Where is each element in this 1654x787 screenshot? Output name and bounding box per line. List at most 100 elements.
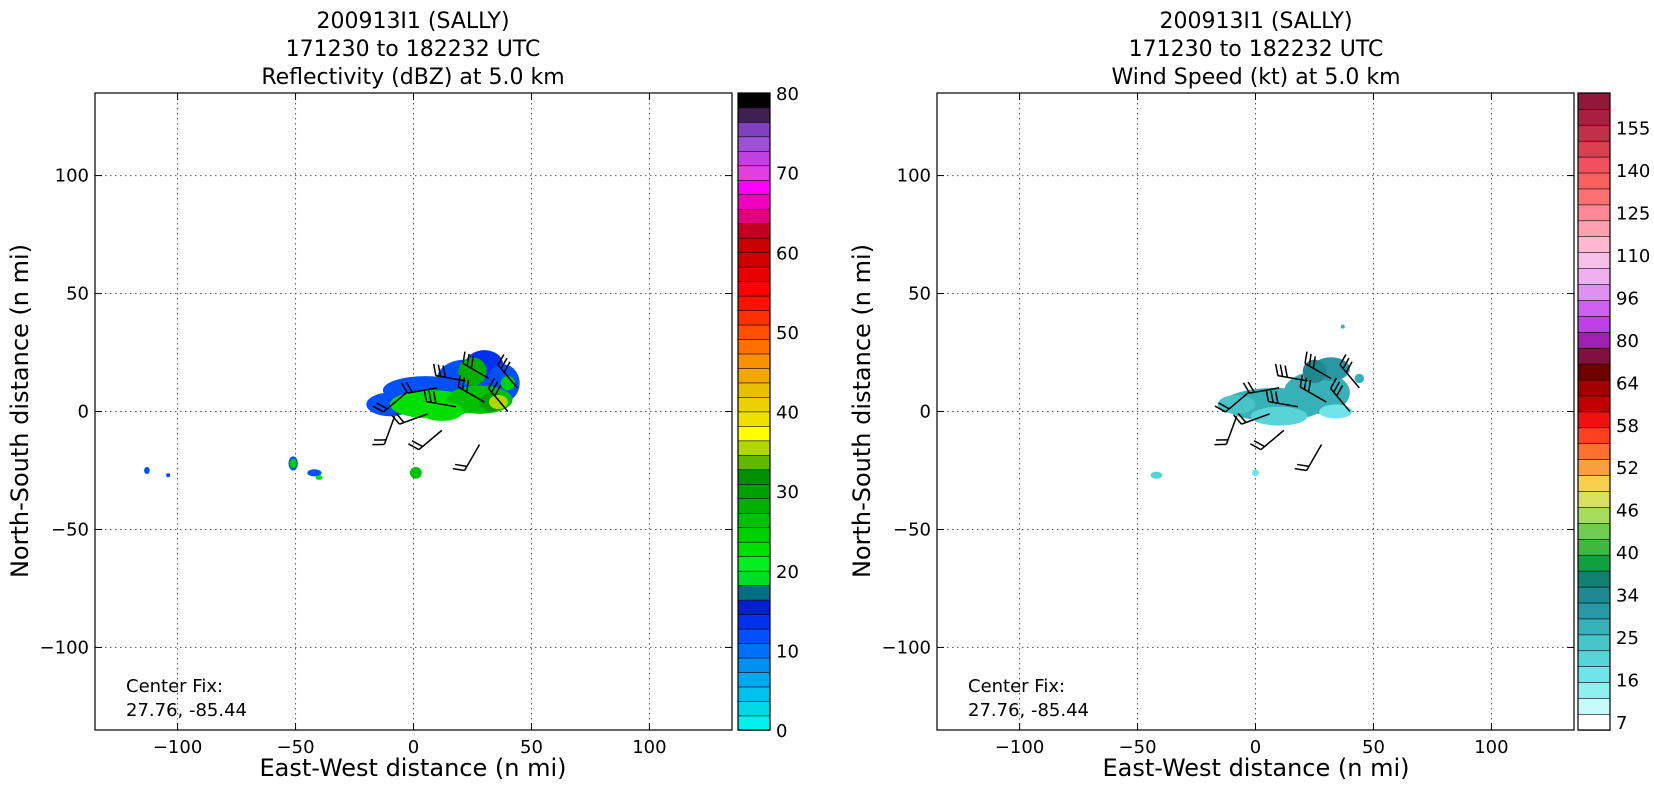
barb-shaft [1241,413,1270,425]
colorbar-tick-label: 110 [1616,246,1650,267]
barb-feather [442,365,447,378]
barb-feather [503,361,511,373]
barb-shaft [1299,386,1327,403]
colorbar-swatch [737,657,771,673]
x-tick-label: −100 [153,737,202,758]
colorbar-tick-label: 60 [776,243,799,264]
barb-shaft [1268,400,1299,408]
x-tick-label: 100 [632,737,666,758]
barb-feather [1303,377,1308,390]
colorbar-tick-label: 10 [776,641,799,662]
barb-shaft [1330,388,1351,412]
colorbar-swatch [1577,156,1611,174]
colorbar-swatch [1577,124,1611,142]
barb-feather [500,357,508,369]
barb-feather [391,414,401,425]
echo-region [289,458,297,469]
wind-barb [1304,351,1332,380]
colorbar-swatch [1577,236,1611,253]
barb-feather [400,382,409,394]
colorbar-swatch [1577,490,1611,508]
colorbar-frame [737,92,771,731]
y-tick-label: −100 [882,637,931,658]
echo-region [1217,394,1256,414]
wind-barbs [372,351,518,472]
colorbar-swatch [1577,220,1611,238]
barb-feather [1242,382,1251,394]
colorbar-tick-label: 96 [1616,288,1639,309]
wind-barb [1274,363,1308,382]
wind-barb [400,381,438,394]
center-fix-label: Center Fix: [968,676,1065,697]
y-tick-label: −100 [40,637,89,658]
barb-shaft [463,444,481,471]
barb-feather [1294,467,1307,472]
echo-region [1251,469,1260,477]
colorbar-frame [1577,92,1611,731]
colorbar-swatch [737,338,771,355]
barb-shaft [1225,415,1238,445]
colorbar-tick-label: 64 [1616,373,1639,394]
colorbar-swatch [737,179,771,196]
barb-shaft [1249,387,1280,394]
y-tick-label: 0 [920,402,931,423]
barb-feather [1279,364,1284,377]
x-tick-label: 50 [520,737,543,758]
reflectivity-plot-area: −100 −50 0 50 100 −100 −50 0 50 100 [40,92,733,758]
echo-region [1250,406,1308,426]
gridlines [937,93,1574,730]
colorbar-swatch [1577,713,1611,731]
barb-feather [1329,377,1338,389]
y-tick-label: −50 [893,519,931,540]
colorbar-swatch [737,136,771,152]
colorbar-swatch [1577,331,1611,349]
barb-shaft [1339,364,1360,389]
reflectivity-colorbar: 0 10 20 30 40 50 60 70 80 [737,84,799,742]
barb-shaft [457,386,485,403]
colorbar-swatch [737,324,771,340]
colorbar-tick-label: 140 [1616,161,1650,182]
barb-feather [497,354,505,366]
colorbar-swatch [1577,538,1611,556]
barb-feather [432,391,437,404]
barb-feather [437,364,442,377]
colorbar-swatch [737,295,771,311]
colorbar-swatch [737,425,771,442]
barb-shaft [1277,374,1308,382]
wind-barb [1339,354,1360,389]
barb-feather [1336,385,1344,397]
wind-speed-panel: 200913I1 (SALLY) 171230 to 182232 UTC Wi… [848,9,1650,782]
echo-region [307,469,322,477]
echo-region [1150,471,1163,479]
panel-title-line-3: Reflectivity (dBZ) at 5.0 km [261,65,564,90]
colorbar-swatch [737,150,771,167]
barb-feather [1274,391,1279,404]
axis-ticks: −100 −50 0 50 100 −100 −50 0 50 100 [40,93,732,758]
colorbar-tick-label: 46 [1616,501,1639,522]
barb-feather [462,351,466,364]
colorbar-tick-label: 34 [1616,586,1639,607]
colorbar-swatch [737,208,771,224]
barb-feather [1247,381,1255,393]
colorbar-swatch [1577,315,1611,333]
barb-feather [428,390,432,403]
colorbar-swatch [737,309,771,326]
x-tick-label: 50 [1362,737,1385,758]
colorbar-swatch [737,107,771,123]
colorbar-swatch [737,700,771,717]
colorbar-swatch [1577,172,1611,190]
colorbar-swatch [737,469,771,485]
panel-title-line-1: 200913I1 (SALLY) [1159,9,1352,34]
colorbar-swatch [1577,140,1611,158]
barb-feather [1218,402,1230,410]
colorbar-tick-label: 25 [1616,628,1639,649]
panel-title-line-3: Wind Speed (kt) at 5.0 km [1111,65,1400,90]
colorbar-swatch [737,599,771,615]
x-tick-label: −100 [995,737,1044,758]
x-tick-label: 0 [1250,737,1261,758]
colorbar-swatch [1577,379,1611,397]
colorbar-swatch [1577,443,1611,460]
barb-feather [1296,463,1310,468]
wind-barb [391,412,428,425]
